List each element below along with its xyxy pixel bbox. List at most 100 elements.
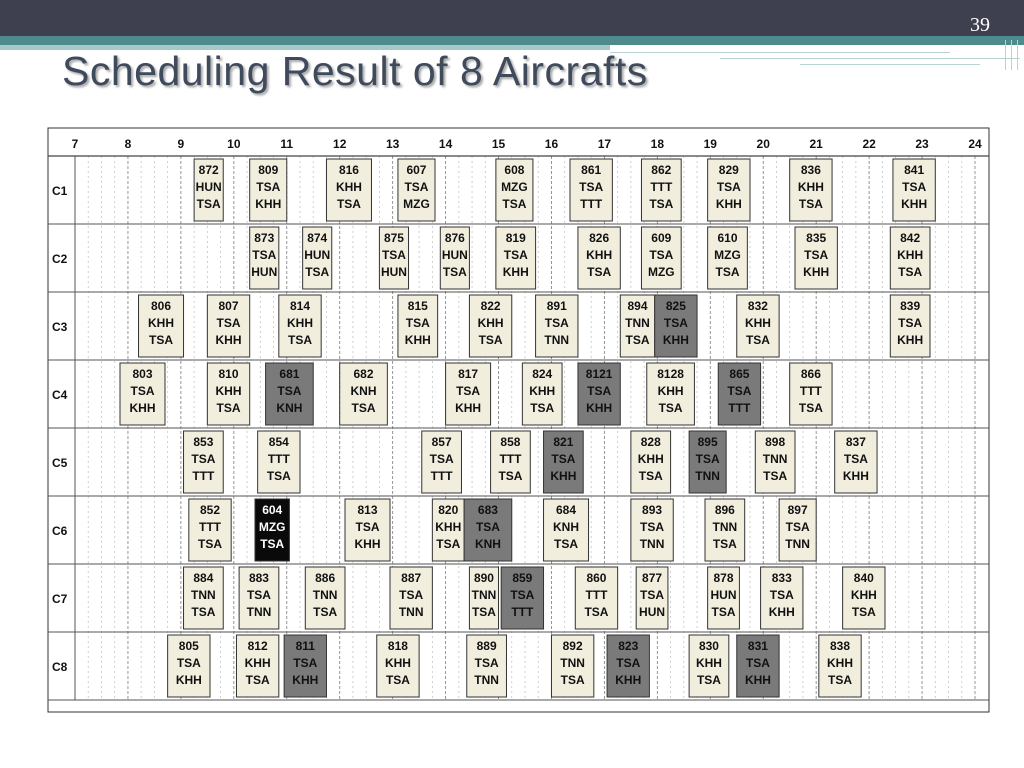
flight-label: 839 <box>900 299 920 313</box>
flight-label: TSA <box>217 401 241 415</box>
flight-label: 876 <box>445 231 465 245</box>
flight-label: TSA <box>717 180 741 194</box>
flight-label: MZG <box>648 265 675 279</box>
flight-label: KHH <box>798 180 824 194</box>
flight-label: 609 <box>651 231 671 245</box>
flight-block <box>344 498 391 562</box>
flight-label: 898 <box>765 435 785 449</box>
flight-label: 829 <box>719 163 739 177</box>
flight-label: TSA <box>404 180 428 194</box>
flight-label: 853 <box>193 435 213 449</box>
hour-label: 9 <box>178 137 185 151</box>
flight-block <box>389 566 433 630</box>
flight-label: 681 <box>279 367 299 381</box>
flight-label: TNN <box>399 605 424 619</box>
flight-label: 893 <box>642 503 662 517</box>
flight-label: MZG <box>714 248 741 262</box>
flight-block <box>707 226 748 290</box>
flight-label: TSA <box>149 333 173 347</box>
flight-label: KNH <box>475 537 501 551</box>
flight-label: 894 <box>627 299 647 313</box>
flight-label: TSA <box>696 452 720 466</box>
flight-block <box>490 430 531 494</box>
flight-block <box>889 294 931 358</box>
hour-label: 14 <box>439 137 453 151</box>
flight-label: 833 <box>772 571 792 585</box>
flight-block <box>249 226 280 290</box>
flight-label: 854 <box>269 435 289 449</box>
flight-label: TSA <box>649 197 673 211</box>
flight-block <box>302 226 333 290</box>
flight-label: 858 <box>500 435 520 449</box>
flight-label: 896 <box>715 503 735 517</box>
hour-label: 24 <box>968 137 982 151</box>
flight-block <box>119 362 166 426</box>
flight-block <box>304 566 346 630</box>
flight-label: TSA <box>587 384 611 398</box>
flight-label: TTT <box>268 452 291 466</box>
flight-label: TSA <box>640 588 664 602</box>
flight-label: TSA <box>649 248 673 262</box>
flight-label: TSA <box>288 333 312 347</box>
teal-stripe-light <box>0 45 610 50</box>
flight-label: MZG <box>501 180 528 194</box>
flight-block <box>794 226 838 290</box>
flight-label: TSA <box>799 197 823 211</box>
row-label: C3 <box>52 320 68 334</box>
flight-label: 828 <box>641 435 661 449</box>
flight-block <box>439 226 470 290</box>
flight-label: KHH <box>478 316 504 330</box>
hour-label: 20 <box>757 137 771 151</box>
flight-block <box>183 430 224 494</box>
flight-label: 884 <box>193 571 213 585</box>
row-label: C8 <box>52 660 68 674</box>
flight-label: TSA <box>498 469 522 483</box>
flight-label: 806 <box>151 299 171 313</box>
slide-number: 39 <box>970 14 990 36</box>
flight-block <box>206 294 251 358</box>
flight-label: KHH <box>336 180 362 194</box>
flight-block <box>500 566 545 630</box>
flight-label: 8128 <box>657 367 684 381</box>
flight-label: 859 <box>512 571 532 585</box>
flight-label: 683 <box>478 503 498 517</box>
flight-block <box>325 158 372 222</box>
flight-block <box>707 158 751 222</box>
flight-label: MZG <box>403 197 430 211</box>
teal-stripe <box>0 36 1024 45</box>
flight-label: 860 <box>586 571 606 585</box>
flight-block <box>818 634 862 698</box>
flight-block <box>238 566 280 630</box>
flight-label: KNH <box>351 384 377 398</box>
flight-label: 886 <box>315 571 335 585</box>
flight-label: TSA <box>584 605 608 619</box>
flight-block <box>688 634 730 698</box>
flight-label: TSA <box>763 469 787 483</box>
flight-label: TSA <box>197 197 221 211</box>
flight-label: KHH <box>503 265 529 279</box>
flight-label: 682 <box>354 367 374 381</box>
flight-block <box>577 226 621 290</box>
flight-label: 815 <box>408 299 428 313</box>
flight-label: TSA <box>443 265 467 279</box>
flight-label: 889 <box>477 639 497 653</box>
flight-label: TNN <box>191 588 216 602</box>
flight-label: KHH <box>696 656 722 670</box>
flight-block <box>249 158 288 222</box>
flight-label: 891 <box>547 299 567 313</box>
flight-label: 840 <box>854 571 874 585</box>
flight-block <box>630 430 672 494</box>
flight-label: KHH <box>216 333 242 347</box>
flight-label: KHH <box>638 452 664 466</box>
flight-label: 878 <box>714 571 734 585</box>
flight-label: HUN <box>381 265 407 279</box>
flight-label: TSA <box>902 180 926 194</box>
flight-label: KHH <box>851 588 877 602</box>
flight-block <box>183 566 224 630</box>
flight-block <box>704 498 746 562</box>
row-label: C5 <box>52 456 68 470</box>
flight-label: TTT <box>192 469 215 483</box>
flight-label: KHH <box>716 197 742 211</box>
decor-line <box>1017 40 1018 70</box>
